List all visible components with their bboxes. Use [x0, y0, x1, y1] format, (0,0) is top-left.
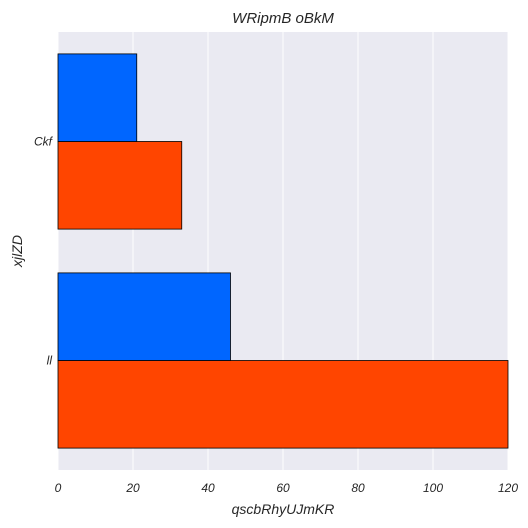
bar-ll-0 — [57, 360, 509, 449]
x-tick-label: 80 — [351, 481, 365, 495]
x-tick-label: 60 — [276, 481, 290, 495]
bars — [57, 53, 509, 449]
x-tick-label: 20 — [125, 481, 140, 495]
y-tick-labels: ll Ckf — [34, 135, 54, 368]
y-tick-label: Ckf — [34, 135, 54, 149]
x-tick-label: 100 — [423, 481, 443, 495]
x-tick-label: 40 — [201, 481, 215, 495]
x-tick-labels: 0 20 40 60 80 100 120 — [55, 481, 519, 495]
chart-title: WRipmB oBkM — [232, 10, 334, 27]
bar-ll-1 — [57, 272, 231, 361]
y-tick-label: ll — [47, 354, 53, 368]
x-tick-label: 120 — [498, 481, 518, 495]
x-axis-label: qscbRhyUJmKR — [232, 501, 335, 517]
bar-ckf-1 — [57, 53, 138, 142]
x-tick-label: 0 — [55, 481, 62, 495]
bar-ckf-0 — [57, 141, 183, 230]
y-axis-label: xjlZD — [9, 235, 25, 268]
